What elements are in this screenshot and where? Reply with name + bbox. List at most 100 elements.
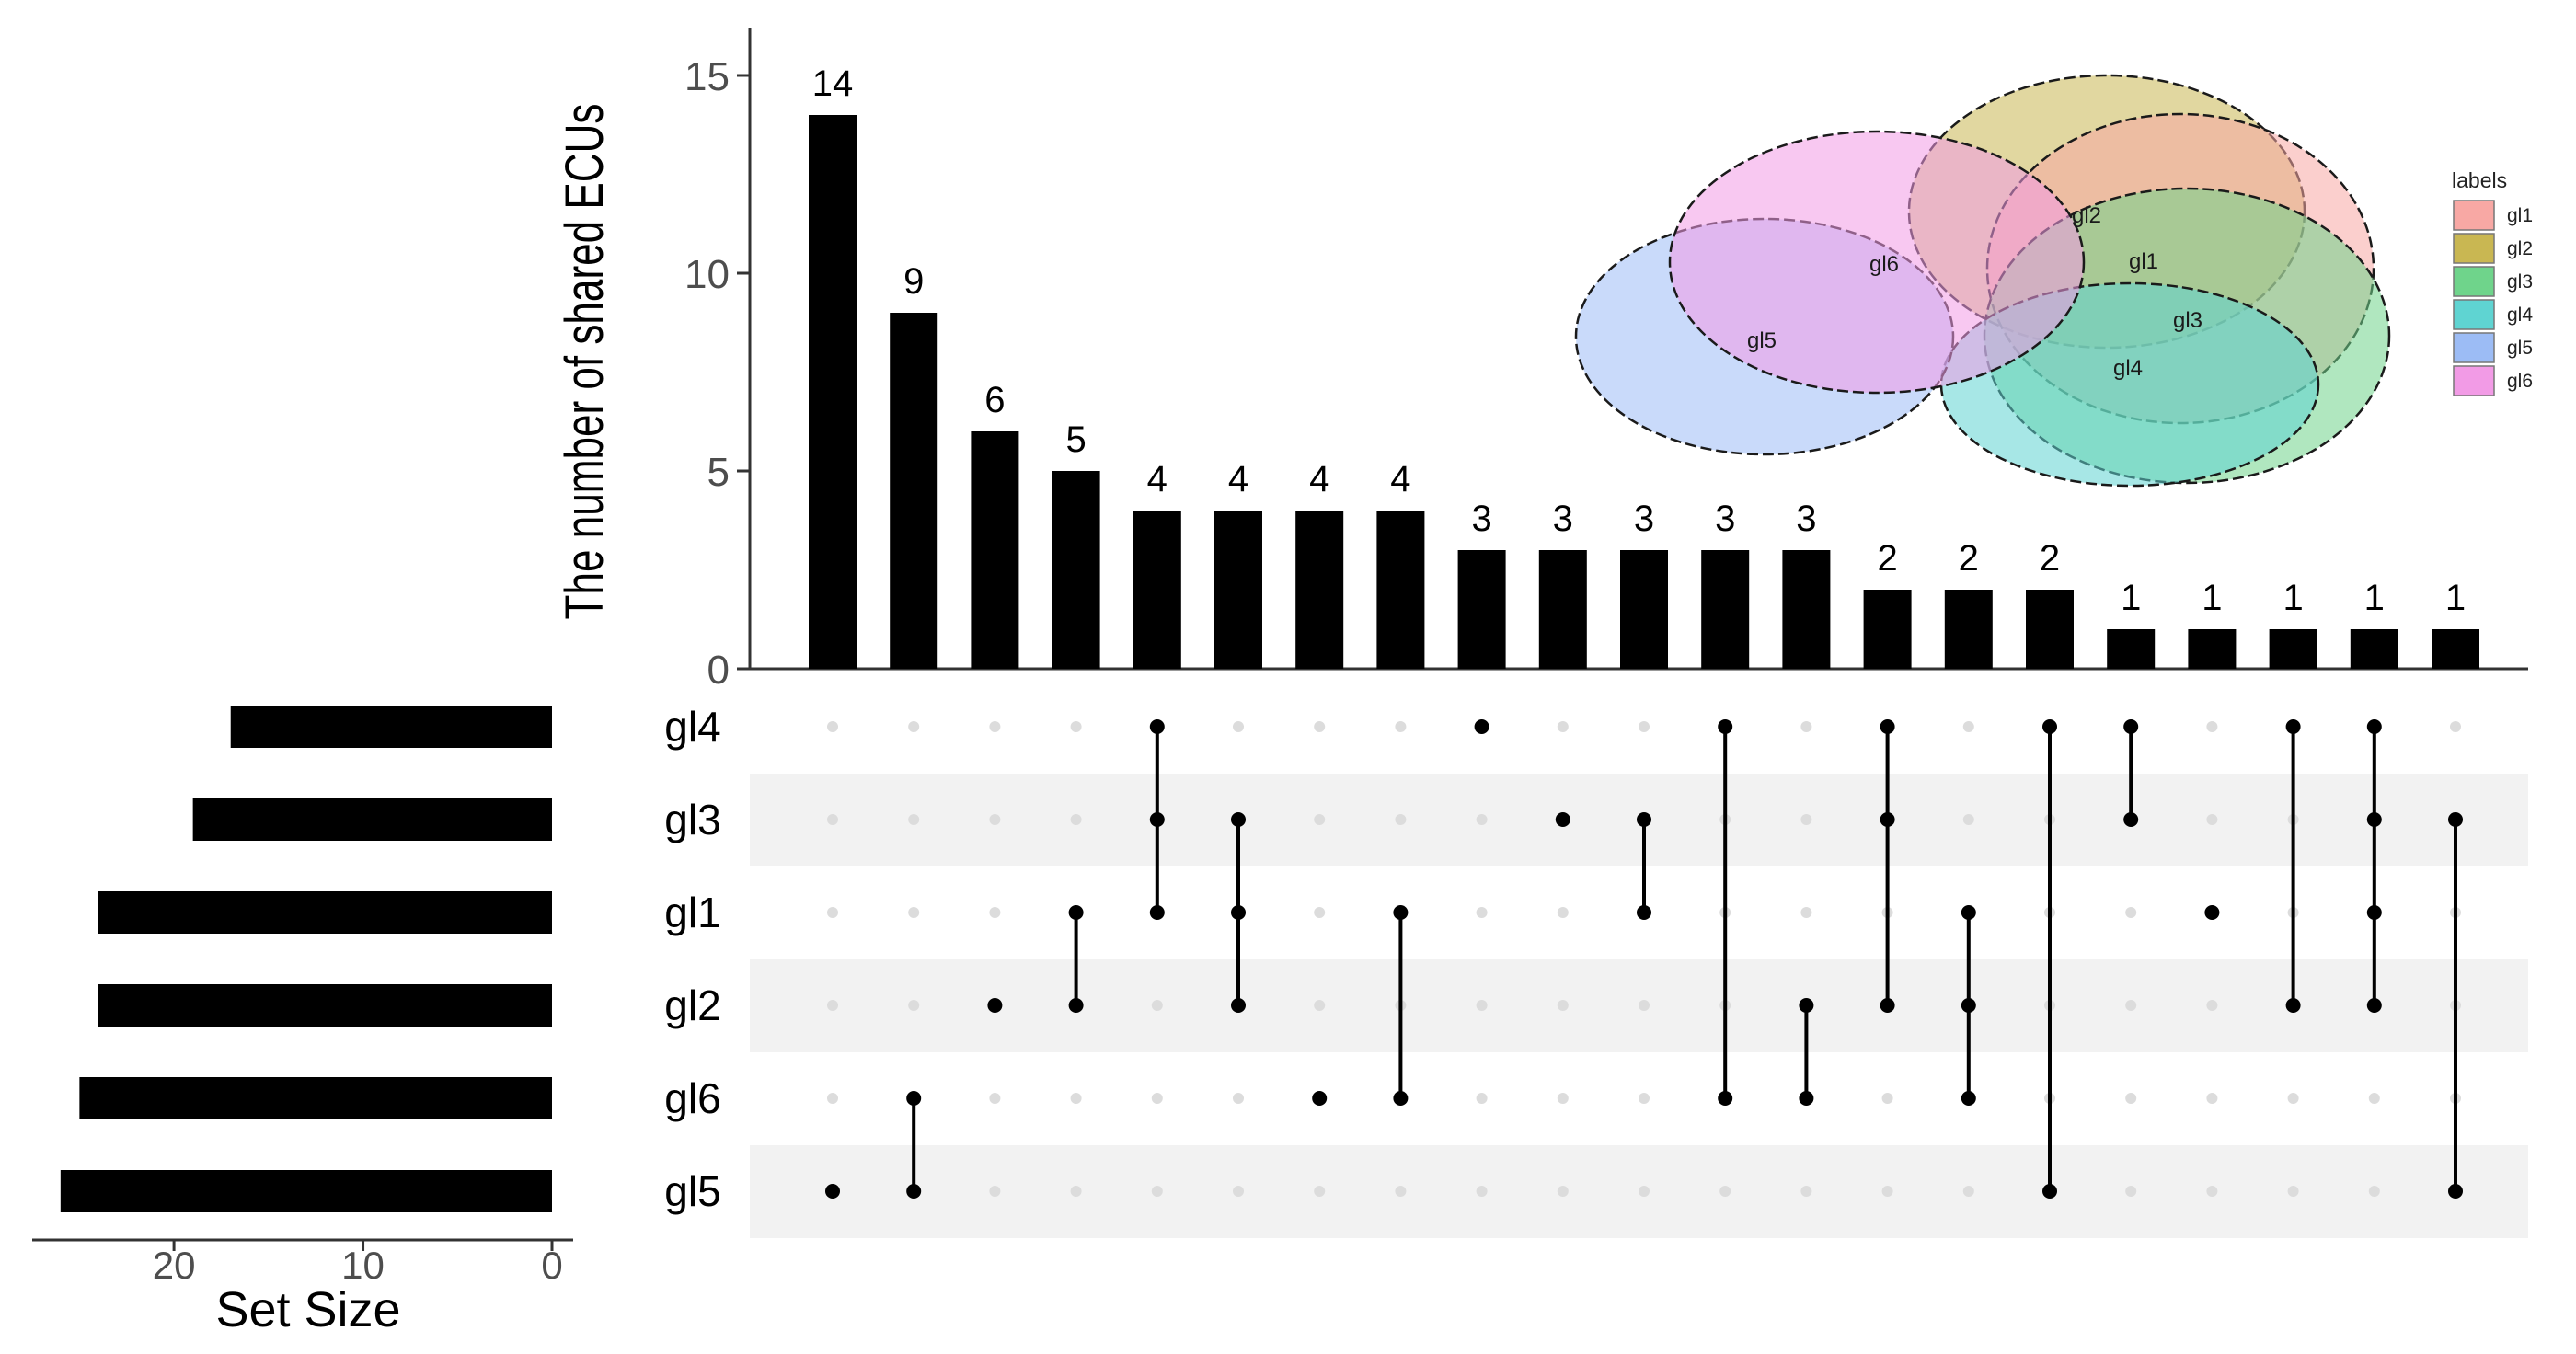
- matrix-dot-empty: [1557, 1000, 1569, 1011]
- legend-key: [2453, 266, 2495, 297]
- matrix-dot-filled: [1068, 905, 1084, 920]
- bar-value-label: 4: [1228, 459, 1248, 499]
- matrix-dot-empty: [1557, 721, 1569, 732]
- matrix-dot-filled: [825, 1184, 840, 1199]
- bar: [1620, 550, 1668, 669]
- matrix-dot-filled: [2366, 812, 2382, 827]
- matrix-dot-filled: [1474, 719, 1489, 734]
- matrix-dot-empty: [2125, 1186, 2137, 1197]
- matrix-dot-empty: [1639, 1093, 1650, 1104]
- bar-value-label: 9: [903, 261, 924, 302]
- matrix-dot-filled: [1149, 719, 1165, 734]
- matrix-dot-empty: [2450, 721, 2461, 732]
- matrix-dot-empty: [2206, 1186, 2218, 1197]
- matrix-dot-empty: [2287, 1186, 2299, 1197]
- set-label: gl1: [664, 889, 720, 936]
- bar-value-label: 3: [1715, 499, 1735, 539]
- legend-key: [2453, 233, 2495, 264]
- matrix-dot-empty: [2368, 1186, 2380, 1197]
- bar-value-label: 1: [2202, 578, 2222, 618]
- bar-value-label: 1: [2283, 578, 2303, 618]
- matrix-dot-empty: [827, 814, 838, 825]
- bar: [890, 313, 938, 669]
- matrix-dot-empty: [1233, 1093, 1244, 1104]
- set-size-title: Set Size: [215, 1282, 400, 1337]
- bar-value-label: 6: [984, 380, 1005, 420]
- matrix-dot-filled: [1231, 905, 1246, 920]
- matrix-dot-filled: [1231, 812, 1246, 827]
- matrix-dot-filled: [987, 998, 1003, 1013]
- matrix-dot-filled: [1880, 719, 1895, 734]
- y-tick-label: 10: [684, 252, 730, 297]
- matrix-dot-filled: [1799, 998, 1814, 1013]
- bar-value-label: 3: [1471, 499, 1491, 539]
- matrix-dot-empty: [1800, 814, 1812, 825]
- bar-value-label: 4: [1309, 459, 1329, 499]
- bar: [1214, 511, 1262, 669]
- set-size-bar: [230, 706, 552, 748]
- matrix-dot-filled: [1231, 998, 1246, 1013]
- bar-value-label: 3: [1634, 499, 1654, 539]
- set-label: gl2: [664, 981, 720, 1029]
- matrix-dot-empty: [1314, 907, 1326, 918]
- y-axis-title: The number of shared ECUs: [554, 104, 614, 620]
- matrix-dot-empty: [908, 721, 920, 732]
- venn-set-gl6: [1668, 130, 2086, 395]
- matrix-dot-empty: [827, 907, 838, 918]
- bar: [2107, 629, 2156, 669]
- matrix-dot-empty: [1070, 721, 1082, 732]
- matrix-dot-empty: [1881, 1186, 1893, 1197]
- legend-key: [2453, 332, 2495, 363]
- matrix-dot-empty: [1476, 1186, 1488, 1197]
- bar-value-label: 14: [812, 63, 854, 104]
- matrix-dot-filled: [1718, 1091, 1733, 1106]
- matrix-dot-empty: [1314, 1000, 1326, 1011]
- venn-label: gl4: [2113, 356, 2143, 381]
- bar-value-label: 1: [2121, 578, 2141, 618]
- matrix-dot-empty: [989, 1093, 1001, 1104]
- matrix-dot-empty: [1395, 814, 1407, 825]
- matrix-dot-filled: [1068, 998, 1084, 1013]
- legend-label: gl6: [2507, 371, 2533, 392]
- matrix-dot-empty: [2368, 1093, 2380, 1104]
- set-label: gl6: [664, 1074, 720, 1122]
- matrix-dot-filled: [1961, 998, 1976, 1013]
- matrix-dot-filled: [1880, 812, 1895, 827]
- bar: [2350, 629, 2398, 669]
- set-label: gl5: [664, 1167, 720, 1215]
- matrix-dot-filled: [1393, 1091, 1409, 1106]
- matrix-dot-empty: [1881, 1093, 1893, 1104]
- bar: [1538, 550, 1587, 669]
- bar: [2269, 629, 2317, 669]
- matrix-dot-empty: [908, 1000, 920, 1011]
- legend-label: gl3: [2507, 271, 2533, 293]
- matrix-dot-filled: [2366, 998, 2382, 1013]
- matrix-dot-empty: [989, 814, 1001, 825]
- bar-value-label: 3: [1796, 499, 1816, 539]
- matrix-dot-filled: [1555, 812, 1570, 827]
- set-size-bar: [98, 984, 552, 1027]
- matrix-dot-filled: [906, 1091, 922, 1106]
- matrix-dot-filled: [1718, 719, 1733, 734]
- matrix-dot-filled: [1637, 812, 1651, 827]
- matrix-dot-filled: [1637, 905, 1651, 920]
- matrix-dot-filled: [1961, 1091, 1976, 1106]
- matrix-dot-empty: [1800, 721, 1812, 732]
- matrix-dot-filled: [2448, 812, 2463, 827]
- set-label: gl3: [664, 796, 720, 843]
- matrix-dot-empty: [1962, 1186, 1974, 1197]
- set-size-bar: [98, 891, 552, 934]
- matrix-dot-empty: [2206, 721, 2218, 732]
- matrix-dot-filled: [2042, 1184, 2057, 1199]
- legend-label: gl1: [2507, 205, 2533, 226]
- matrix-dot-empty: [1070, 1093, 1082, 1104]
- matrix-dot-empty: [1151, 1186, 1163, 1197]
- set-size-bar: [60, 1170, 553, 1212]
- bar: [809, 115, 857, 669]
- legend-key: [2453, 365, 2495, 396]
- matrix-dot-empty: [1476, 1000, 1488, 1011]
- bar-value-label: 1: [2445, 578, 2466, 618]
- matrix-dot-empty: [1314, 1186, 1326, 1197]
